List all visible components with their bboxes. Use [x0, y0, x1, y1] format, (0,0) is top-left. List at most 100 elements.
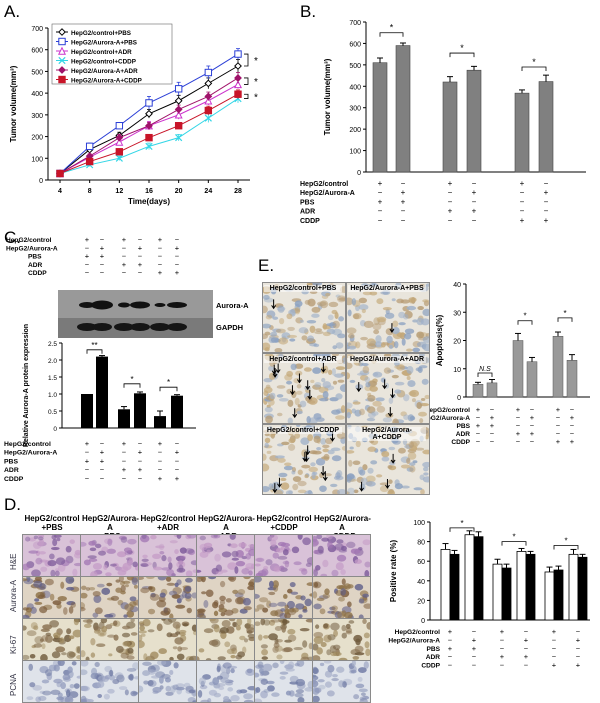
cell-nucleus — [348, 333, 355, 339]
y-axis-title: Tumor volume(mm³) — [323, 58, 332, 135]
sign-cell: − — [100, 474, 105, 483]
data-point — [115, 148, 124, 156]
cell-nucleus — [267, 685, 275, 692]
data-point — [174, 122, 183, 130]
cell-nucleus — [270, 619, 281, 623]
significance-bracket — [517, 320, 533, 325]
sign-cell: + — [476, 405, 481, 414]
cell-nucleus — [255, 593, 260, 599]
y-tick-label: 20 — [417, 598, 425, 605]
cell-nucleus — [283, 593, 288, 599]
y-tick-label: 600 — [349, 41, 361, 48]
x-axis-title: Time(days) — [128, 197, 170, 206]
cell-nucleus — [228, 619, 236, 622]
cell-nucleus — [184, 548, 195, 554]
sign-row-label: PBS — [456, 423, 470, 430]
cell-nucleus — [141, 535, 147, 540]
cell-nucleus — [408, 441, 415, 448]
tissue-texture — [81, 577, 138, 618]
blot-band-aurora — [154, 303, 166, 307]
cell-nucleus — [357, 466, 364, 475]
cell-nucleus — [115, 587, 123, 593]
cell-nucleus — [199, 543, 208, 551]
cell-nucleus — [301, 464, 311, 469]
cell-nucleus — [176, 579, 182, 586]
cell-nucleus — [302, 537, 311, 546]
cell-nucleus — [296, 425, 301, 427]
cell-nucleus — [65, 545, 72, 553]
column-line-1: HepG2/Aurora-A — [82, 514, 139, 532]
cell-nucleus — [283, 465, 294, 471]
cell-nucleus — [155, 545, 165, 549]
sign-cell: + — [530, 413, 535, 422]
y-tick-label: 40 — [453, 282, 461, 289]
significance-label: * — [254, 77, 258, 88]
data-point — [174, 85, 183, 93]
cell-nucleus — [339, 384, 345, 393]
image-column-header: HepG2/control +PBS — [24, 514, 80, 532]
cell-nucleus — [90, 652, 96, 658]
cell-nucleus — [45, 635, 53, 643]
cell-nucleus — [28, 537, 37, 542]
cell-nucleus — [243, 577, 251, 580]
sign-cell: − — [158, 252, 163, 261]
cell-nucleus — [398, 447, 406, 454]
cell-nucleus — [365, 481, 376, 487]
sign-cell: − — [100, 439, 105, 448]
cell-nucleus — [227, 562, 238, 570]
cell-nucleus — [392, 320, 399, 328]
cell-nucleus — [413, 487, 423, 491]
sign-cell: − — [500, 644, 505, 653]
sign-row-label: ADR — [28, 262, 43, 269]
cell-nucleus — [124, 584, 129, 588]
cell-nucleus — [406, 375, 411, 381]
cell-nucleus — [322, 593, 330, 599]
x-tick-label: 4 — [58, 188, 62, 195]
cell-nucleus — [268, 602, 278, 608]
cell-nucleus — [220, 677, 230, 684]
cell-nucleus — [406, 467, 414, 472]
sign-cell: + — [158, 474, 163, 483]
significance-bracket — [501, 541, 527, 546]
cell-nucleus — [140, 587, 150, 594]
cell-nucleus — [70, 602, 76, 608]
cell-nucleus — [300, 595, 306, 601]
sign-cell: − — [530, 437, 535, 446]
cell-nucleus — [122, 641, 131, 647]
cell-nucleus — [314, 381, 322, 388]
cell-nucleus — [301, 568, 308, 575]
cell-nucleus — [366, 622, 370, 630]
cell-nucleus — [120, 590, 126, 595]
significance-bracket — [553, 545, 579, 550]
cell-nucleus — [219, 627, 229, 634]
sign-cell: + — [448, 207, 453, 216]
y-tick-label: 2.0 — [48, 358, 57, 365]
cell-nucleus — [174, 549, 179, 555]
cell-nucleus — [52, 538, 58, 547]
cell-nucleus — [263, 565, 269, 570]
tissue-texture — [81, 619, 138, 660]
cell-nucleus — [409, 462, 416, 466]
cell-nucleus — [255, 608, 260, 612]
sign-cell: − — [122, 252, 127, 261]
cell-nucleus — [362, 593, 369, 598]
cell-nucleus — [366, 417, 376, 422]
cell-nucleus — [369, 291, 378, 296]
cell-nucleus — [139, 630, 147, 634]
ihc-image — [80, 660, 139, 703]
y-tick-label: 200 — [349, 127, 361, 134]
cell-nucleus — [381, 450, 390, 458]
cell-nucleus — [296, 384, 302, 389]
cell-nucleus — [231, 557, 239, 561]
cell-nucleus — [98, 675, 106, 682]
cell-nucleus — [337, 611, 346, 618]
cell-nucleus — [313, 603, 322, 610]
cell-nucleus — [179, 632, 186, 636]
cell-nucleus — [393, 341, 399, 349]
tissue-texture — [255, 535, 312, 576]
cell-nucleus — [97, 693, 102, 698]
sign-cell: − — [472, 652, 477, 661]
cell-nucleus — [355, 341, 361, 349]
cell-nucleus — [294, 663, 300, 667]
sign-cell: + — [100, 456, 105, 465]
